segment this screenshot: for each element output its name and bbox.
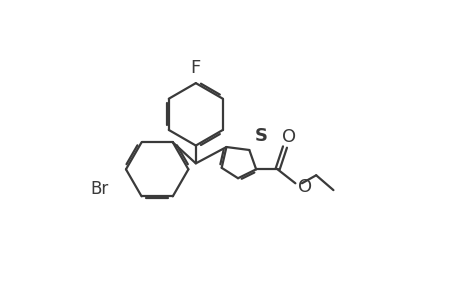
Text: F: F	[190, 59, 201, 77]
Text: O: O	[298, 178, 312, 196]
Text: O: O	[282, 128, 296, 146]
Text: Br: Br	[90, 180, 108, 198]
Text: S: S	[254, 127, 267, 145]
